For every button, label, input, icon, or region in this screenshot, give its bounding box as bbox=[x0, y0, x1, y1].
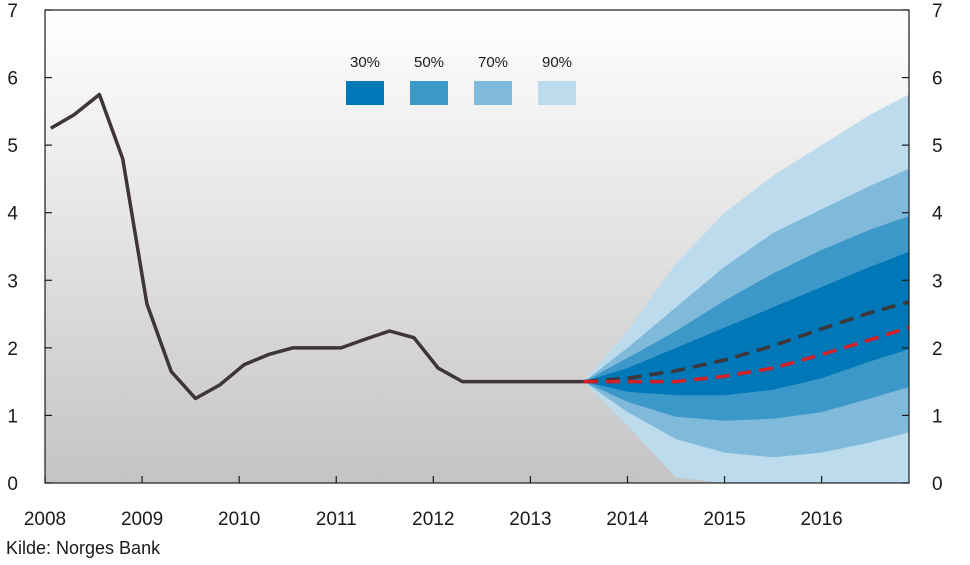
y-tick-label-left: 4 bbox=[7, 204, 18, 225]
y-tick-label-left: 3 bbox=[7, 271, 18, 292]
y-tick-label-right: 2 bbox=[932, 339, 943, 360]
legend-label-50: 50% bbox=[414, 54, 444, 71]
plot-frame bbox=[44, 9, 910, 484]
legend-swatch-90 bbox=[538, 81, 576, 105]
y-tick-label-right: 1 bbox=[932, 406, 943, 427]
fan-band-30 bbox=[583, 251, 909, 396]
y-tick-label-left: 0 bbox=[7, 474, 18, 495]
legend: 30% 50% 70% 90% bbox=[346, 54, 576, 105]
y-tick-label-right: 3 bbox=[932, 271, 943, 292]
source-label: Kilde: Norges Bank bbox=[6, 538, 161, 558]
x-tick-label: 2014 bbox=[606, 509, 649, 530]
y-tick-label-left: 6 bbox=[7, 69, 18, 90]
y-tick-label-left: 1 bbox=[7, 406, 18, 427]
y-tick-label-left: 7 bbox=[7, 1, 18, 22]
y-tick-label-left: 5 bbox=[7, 136, 18, 157]
legend-label-90: 90% bbox=[542, 54, 572, 71]
x-tick-label: 2009 bbox=[121, 509, 163, 530]
x-tick-label: 2011 bbox=[316, 509, 357, 530]
y-axis-left: 0 1 2 3 4 5 6 7 bbox=[7, 1, 52, 495]
fan-bands bbox=[583, 94, 909, 483]
y-tick-label-left: 2 bbox=[7, 339, 18, 360]
y-tick-label-right: 6 bbox=[932, 69, 943, 90]
series-projection-red-line bbox=[583, 325, 909, 384]
x-tick-label: 2012 bbox=[412, 509, 454, 530]
x-tick-label: 2016 bbox=[800, 509, 842, 530]
y-tick-label-right: 0 bbox=[932, 474, 943, 495]
y-tick-label-right: 5 bbox=[932, 136, 943, 157]
y-tick-label-right: 4 bbox=[932, 204, 943, 225]
series-historical-line bbox=[49, 92, 584, 401]
legend-swatch-50 bbox=[410, 81, 448, 105]
legend-swatch-30 bbox=[346, 81, 384, 105]
series-lines bbox=[49, 92, 909, 401]
y-tick-label-right: 7 bbox=[932, 1, 943, 22]
series-projection-black-line bbox=[583, 300, 909, 384]
x-tick-label: 2010 bbox=[218, 509, 260, 530]
legend-label-70: 70% bbox=[478, 54, 508, 71]
legend-swatch-70 bbox=[474, 81, 512, 105]
x-axis: 2008 2009 2010 2011 2012 2013 2014 2015 2016 bbox=[24, 476, 843, 530]
legend-label-30: 30% bbox=[350, 54, 380, 71]
x-tick-label: 2008 bbox=[24, 509, 66, 530]
x-tick-label: 2015 bbox=[703, 509, 745, 530]
y-axis-right: 0 1 2 3 4 5 6 7 bbox=[902, 1, 943, 495]
x-tick-label: 2013 bbox=[509, 509, 551, 530]
